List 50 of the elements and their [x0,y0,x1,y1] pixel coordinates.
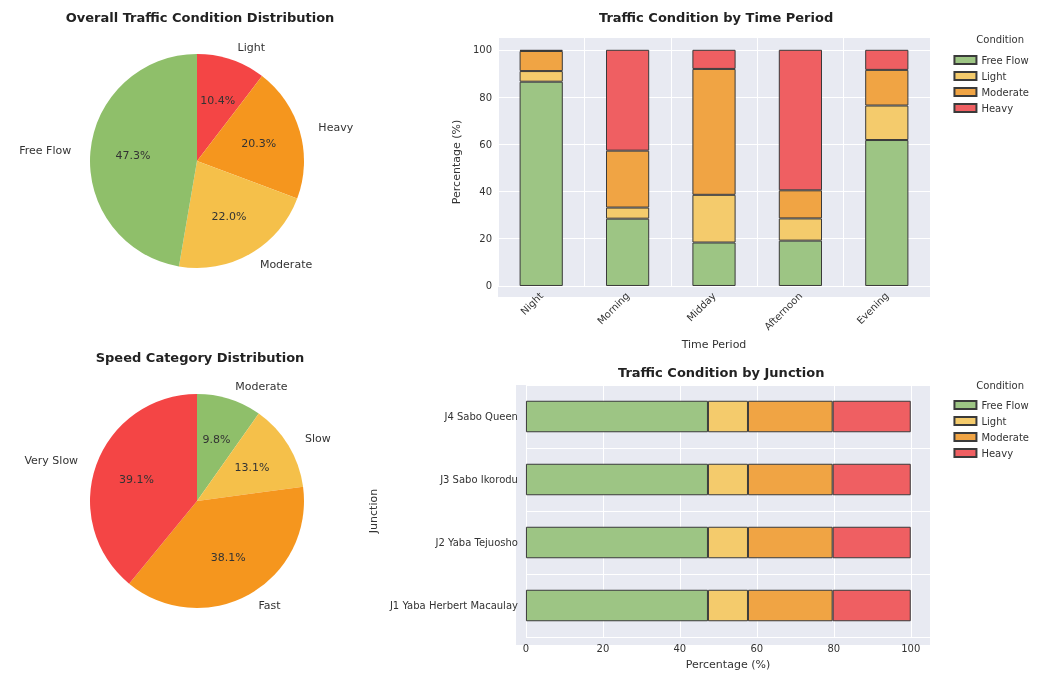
chart-title: Traffic Condition by Time Period [599,10,834,25]
data-label: 47.3% [115,149,151,163]
slice-label: Fast [258,599,282,613]
y-tick-label: J2 Yaba Tejuosho [434,537,518,548]
slice-label: Heavy [318,121,354,135]
slice-label: Very Slow [24,454,79,468]
x-tick-label: 0 [522,642,530,654]
chart-title: Traffic Condition by Junction [618,365,825,380]
data-label: 39.1% [119,472,155,486]
chart-title: Speed Category Distribution [95,350,305,365]
y-axis-title: Junction [367,488,380,535]
y-tick-label: 80 [479,91,492,103]
x-tick-label: 100 [901,642,921,654]
slice-label: Moderate [259,258,313,272]
legend-title: Condition [976,379,1025,391]
slice-label: Free Flow [19,144,72,158]
legend-label: Moderate [981,86,1029,98]
x-tick-label: 20 [596,642,610,654]
data-label: 13.1% [234,461,270,475]
y-tick-label: J4 Sabo Queen [443,411,518,422]
legend-label: Heavy [981,447,1014,459]
legend-label: Heavy [981,102,1014,114]
data-label: 20.3% [241,136,277,150]
data-label: 10.4% [200,93,236,107]
y-tick-label: J3 Sabo Ikorodu [439,474,518,485]
x-tick-label: 80 [827,642,841,654]
y-tick-label: J1 Yaba Herbert Macaulay [388,600,519,611]
legend-label: Free Flow [981,54,1029,66]
legend-label: Light [981,415,1007,427]
data-label: 9.8% [202,433,231,447]
chart-title: Overall Traffic Condition Distribution [65,10,335,25]
x-tick-label: 60 [750,642,764,654]
y-axis-title: Percentage (%) [450,119,464,205]
y-tick-label: 0 [485,280,492,292]
slice-label: Light [237,41,266,54]
y-tick-label: 20 [479,233,492,245]
y-tick-label: 40 [479,186,492,198]
y-tick-label: 100 [472,44,492,56]
slice-label: Slow [305,432,331,446]
x-axis-title: Percentage (%) [685,658,771,671]
data-label: 22.0% [211,210,247,224]
legend-label: Moderate [981,431,1029,443]
y-tick-label: 60 [479,138,492,150]
x-tick-label: 40 [673,642,687,654]
x-axis-title: Time Period [680,338,747,351]
slice-label: Moderate [235,380,288,394]
legend-label: Light [981,70,1007,82]
legend-label: Free Flow [981,399,1029,411]
legend-title: Condition [976,33,1025,45]
data-label: 38.1% [210,550,246,564]
